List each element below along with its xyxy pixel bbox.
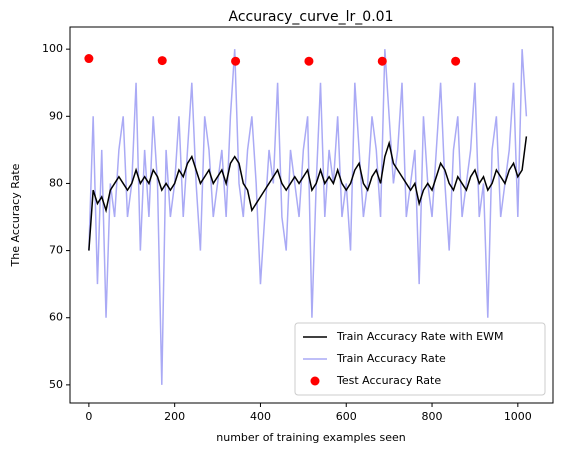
y-tick-label: 70	[49, 244, 63, 257]
scatter-point	[157, 56, 167, 66]
y-tick-label: 50	[49, 378, 63, 391]
x-tick-label: 0	[85, 410, 92, 423]
y-axis-label: The Accuracy Rate	[9, 163, 22, 267]
legend-marker	[310, 376, 320, 386]
legend-label: Train Accuracy Rate	[336, 352, 446, 365]
legend-box	[294, 322, 546, 396]
series-line	[88, 49, 528, 385]
scatter-point	[304, 56, 314, 66]
x-tick-label: 800	[422, 410, 443, 423]
y-tick-label: 60	[49, 311, 63, 324]
x-tick-label: 400	[250, 410, 271, 423]
scatter-point	[377, 56, 387, 66]
chart-title: Accuracy_curve_lr_0.01	[229, 9, 394, 25]
scatter-point	[231, 56, 241, 66]
scatter-point	[451, 56, 461, 66]
x-tick-label: 200	[164, 410, 185, 423]
legend-label: Train Accuracy Rate with EWM	[336, 330, 503, 343]
x-tick-label: 1000	[504, 410, 532, 423]
scatter-point	[84, 54, 94, 64]
y-tick-label: 80	[49, 176, 63, 189]
series-line	[88, 136, 528, 251]
legend-label: Test Accuracy Rate	[336, 374, 441, 387]
y-tick-label: 100	[42, 42, 63, 55]
x-axis-label: number of training examples seen	[216, 431, 405, 444]
axes-frame	[69, 26, 554, 404]
y-tick-label: 90	[49, 109, 63, 122]
x-tick-label: 600	[336, 410, 357, 423]
